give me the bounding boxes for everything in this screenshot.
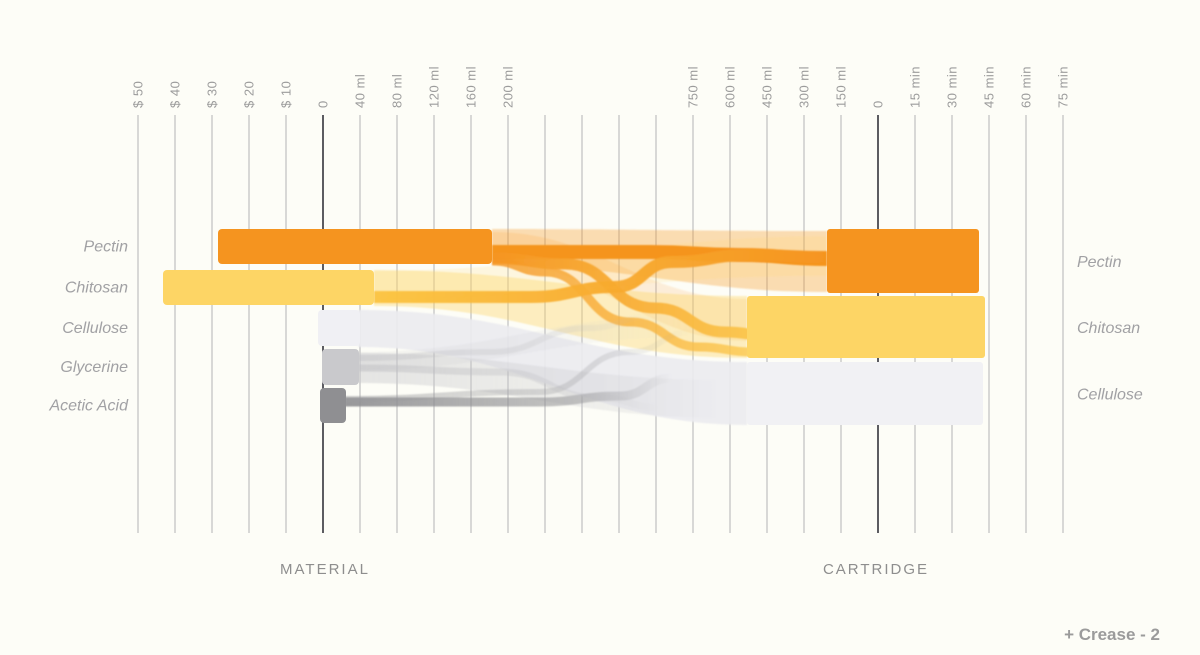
- flow-acetic-acid-dispersed: [345, 373, 673, 407]
- cartridge-label: Pectin: [1077, 254, 1122, 271]
- flow-chitosan-to-pectin: [374, 248, 828, 304]
- axis-tick-label: 60 min: [1019, 66, 1034, 108]
- node-labels-layer: Pectin Chitosan Cellulose Glycerine Acetic A…: [48, 239, 1142, 415]
- axis-tick-label: 120 ml: [427, 66, 442, 108]
- material-axis-title: MATERIAL: [280, 561, 370, 578]
- flow-glycerine-dispersed: [358, 364, 663, 412]
- axis-tick-label: 600 ml: [723, 66, 738, 108]
- axis-tick-label: 750 ml: [686, 66, 701, 108]
- axis-tick-label: 45 min: [982, 66, 997, 108]
- axis-tick-label: 450 ml: [760, 66, 775, 108]
- axis-tick-label: 75 min: [1056, 66, 1071, 108]
- cartridge-axis-title: CARTRIDGE: [822, 561, 930, 578]
- axis-tick-label: $ 20: [242, 81, 257, 108]
- axis-tick-label: 300 ml: [797, 66, 812, 108]
- material-bar-chitosan: [163, 270, 374, 305]
- footer-note: + Crease - 2: [1064, 625, 1160, 644]
- material-bar-glycerine: [322, 349, 359, 385]
- axis-tick-label: 0: [871, 100, 886, 108]
- axis-tick-label: $ 10: [279, 81, 294, 108]
- axis-tick-label: $ 40: [168, 81, 183, 108]
- cartridge-block-chitosan: [747, 296, 985, 358]
- axis-tick-label: 15 min: [908, 66, 923, 108]
- cartridge-label: Chitosan: [1077, 320, 1140, 337]
- cartridge-label: Cellulose: [1077, 387, 1143, 404]
- material-label: Chitosan: [65, 280, 128, 297]
- material-label: Cellulose: [62, 320, 128, 337]
- axis-tick-label: 0: [316, 100, 331, 108]
- cartridge-block-cellulose: [747, 362, 983, 425]
- axis-tick-label: 200 ml: [501, 66, 516, 108]
- material-label: Acetic Acid: [48, 398, 129, 415]
- material-bar-pectin: [218, 229, 492, 264]
- flow-pectin-to-chitosan: [491, 252, 773, 342]
- cartridge-blocks-layer: [747, 229, 985, 425]
- material-bar-cellulose: [318, 310, 360, 346]
- flow-acetic-acid-dispersed: [344, 329, 693, 402]
- material-label: Pectin: [84, 239, 129, 256]
- axis-tick-label: $ 30: [205, 81, 220, 108]
- material-bars-layer: [163, 229, 492, 423]
- axis-tick-label: 160 ml: [464, 66, 479, 108]
- axis-tick-label: 30 min: [945, 66, 960, 108]
- axis-tick-labels-layer: $ 50 $ 40 $ 30 $ 20 $ 10 0 40 ml 80 ml 120 ml 160…: [131, 66, 1071, 108]
- axis-tick-label: $ 50: [131, 81, 146, 108]
- axis-tick-label: 40 ml: [353, 74, 368, 108]
- material-bar-acetic-acid: [320, 388, 346, 423]
- cartridge-block-pectin: [827, 229, 979, 293]
- axis-tick-label: 80 ml: [390, 74, 405, 108]
- flow-glycerine-dispersed: [358, 313, 653, 361]
- flows-layer: [344, 229, 828, 425]
- material-label: Glycerine: [60, 359, 128, 376]
- axis-tick-label: 150 ml: [834, 66, 849, 108]
